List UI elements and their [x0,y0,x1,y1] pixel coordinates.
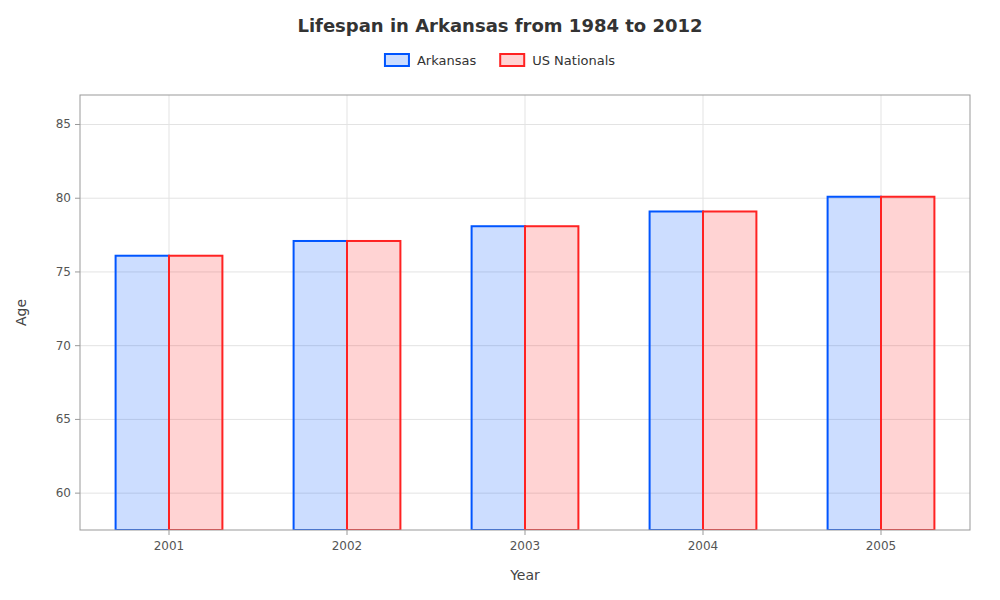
bar [347,241,400,530]
bar [881,197,934,530]
y-tick-label: 75 [56,265,71,279]
axes: 60 65 70 75 80 85 2001 2002 2003 2004 2005 [56,117,897,553]
chart: 60 65 70 75 80 85 2001 2002 2003 2004 2005 Year Age L… [0,0,1000,600]
y-tick-label: 85 [56,117,71,131]
y-axis-label: Age [13,299,29,326]
x-tick-label: 2003 [510,539,541,553]
bars [116,197,935,530]
x-axis-label: Year [509,567,540,583]
x-tick [347,530,348,535]
x-tick-label: 2001 [154,539,185,553]
legend-item: Arkansas [385,53,476,68]
x-tick-label: 2004 [688,539,719,553]
legend-swatch [500,54,524,66]
bar [116,256,169,530]
y-tick [75,345,80,346]
x-tick-label: 2002 [332,539,363,553]
plot-frame [80,95,970,530]
bar [650,211,703,530]
legend-label: Arkansas [417,53,476,68]
title: Lifespan in Arkansas from 1984 to 2012 [297,15,702,36]
bar [828,197,881,530]
y-tick [75,419,80,420]
y-tick-label: 70 [56,339,71,353]
x-tick-label: 2005 [866,539,897,553]
y-tick [75,124,80,125]
x-tick [169,530,170,535]
y-tick [75,271,80,272]
bar [294,241,347,530]
bar [525,226,578,530]
legend-swatch [385,54,409,66]
x-tick [703,530,704,535]
y-tick-label: 80 [56,191,71,205]
grid [80,95,970,530]
bar [472,226,525,530]
bar [703,211,756,530]
y-tick [75,198,80,199]
legend: Arkansas US Nationals [385,53,615,68]
y-tick [75,493,80,494]
x-tick [525,530,526,535]
legend-item: US Nationals [500,53,615,68]
y-tick-label: 60 [56,486,71,500]
legend-label: US Nationals [532,53,615,68]
bar [169,256,222,530]
chart-container: 60 65 70 75 80 85 2001 2002 2003 2004 2005 Year Age L… [0,0,1000,600]
x-tick [881,530,882,535]
y-tick-label: 65 [56,412,71,426]
